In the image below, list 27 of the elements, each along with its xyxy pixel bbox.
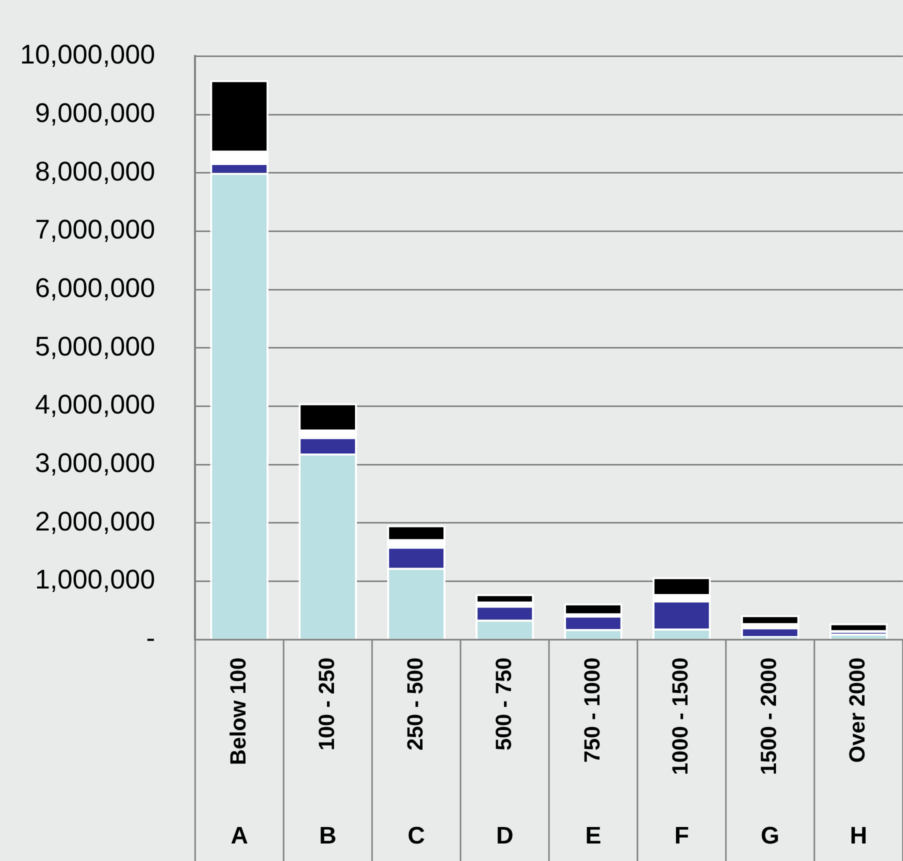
text: B bbox=[319, 822, 336, 850]
y-tick-label: 7,000,000 bbox=[35, 214, 156, 245]
y-tick-label: 1,000,000 bbox=[35, 564, 156, 595]
y-tick-label: 5,000,000 bbox=[35, 331, 156, 362]
x-tick-label: 250 - 500 bbox=[402, 658, 428, 751]
text: C bbox=[408, 822, 425, 850]
x-tick-label: 500 - 750 bbox=[490, 658, 516, 751]
text: E bbox=[585, 822, 602, 850]
x-tick-label: Over 2000 bbox=[844, 658, 870, 763]
y-tick-label: 9,000,000 bbox=[35, 98, 156, 128]
x-tick-label: 1500 - 2000 bbox=[756, 658, 782, 776]
y-tick-label: 10,000,000 bbox=[20, 40, 156, 70]
text: G bbox=[760, 822, 780, 850]
y-tick-label: - bbox=[146, 623, 156, 654]
x-tick-label: Below 100 bbox=[225, 658, 250, 766]
x-tick-label: 1000 - 1500 bbox=[668, 658, 693, 776]
text: D bbox=[496, 822, 514, 850]
text: F bbox=[674, 822, 690, 850]
y-tick-label: 8,000,000 bbox=[35, 156, 156, 186]
x-tick-label: 750 - 1000 bbox=[579, 658, 604, 763]
text: H bbox=[850, 822, 868, 850]
y-tick-label: 6,000,000 bbox=[35, 273, 156, 303]
y-tick-label: 4,000,000 bbox=[35, 390, 156, 420]
y-tick-label: 2,000,000 bbox=[35, 506, 156, 536]
x-tick-label: 100 - 250 bbox=[314, 658, 339, 751]
text: A bbox=[230, 822, 248, 850]
y-tick-label: 3,000,000 bbox=[35, 448, 156, 478]
